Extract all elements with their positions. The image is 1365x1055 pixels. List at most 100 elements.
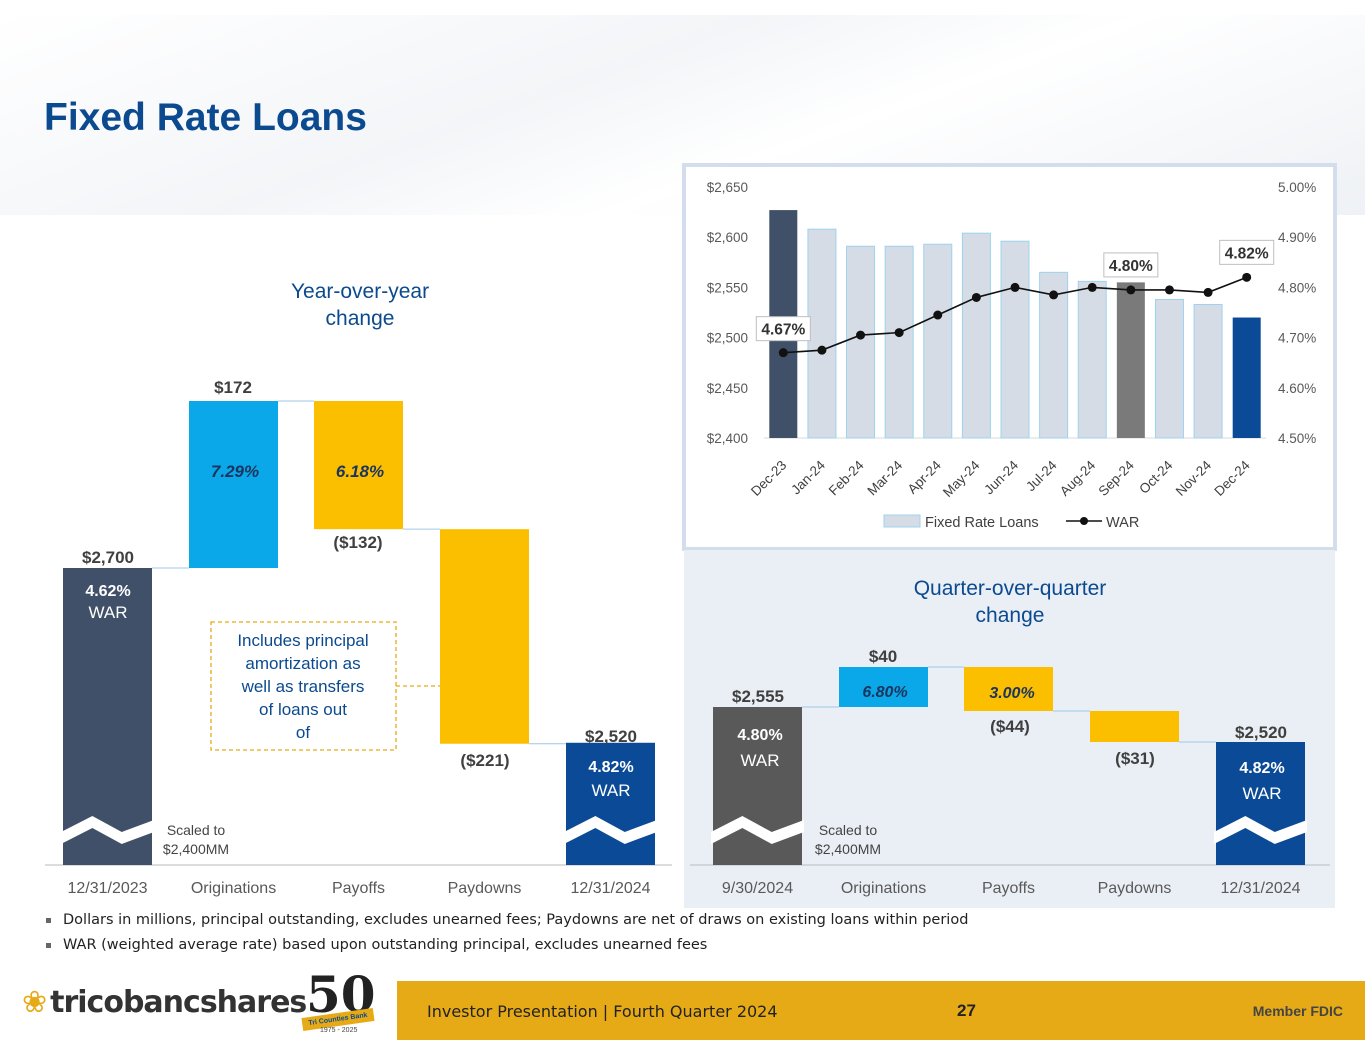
- qoq-rate: 6.80%: [862, 684, 907, 701]
- yoy-bar-1: [189, 401, 278, 568]
- yoy-war: WAR: [591, 781, 630, 800]
- yoy-callout-line: amortization as: [245, 654, 360, 673]
- page-number: 27: [957, 1001, 976, 1020]
- legend-bar-swatch: [883, 514, 921, 528]
- qoq-label: $2,520: [1235, 723, 1287, 742]
- yoy-label: $172: [214, 378, 252, 397]
- war-point: [1203, 287, 1213, 297]
- qoq-rate: 3.00%: [989, 685, 1034, 702]
- yoy-callout-line: of loans out: [259, 700, 347, 719]
- legend-line-marker: [1080, 517, 1088, 525]
- yoy-xtick: Payoffs: [332, 880, 385, 897]
- yoy-rate: 7.29%: [211, 462, 259, 481]
- yoy-rate: 4.62%: [85, 583, 130, 600]
- war-point-label-box: [1103, 252, 1159, 278]
- war-point: [856, 330, 866, 340]
- legend-line-label: WAR: [1106, 515, 1139, 531]
- war-point: [1164, 285, 1174, 295]
- yoy-rate: 4.82%: [588, 759, 633, 776]
- monthly-ytick: $2,650: [707, 180, 748, 195]
- wheat-icon: ❀: [22, 985, 47, 1020]
- war-point: [1010, 282, 1020, 292]
- yoy-bar-4: [566, 742, 655, 865]
- footnote-2: WAR (weighted average rate) based upon o…: [44, 937, 968, 953]
- yoy-callout-line: of: [296, 723, 310, 742]
- monthly-y2tick: 4.90%: [1278, 230, 1316, 245]
- war-point: [778, 348, 788, 358]
- qoq-scale-note: Scaled to: [819, 822, 878, 838]
- qoq-bar-3: [1090, 711, 1179, 742]
- war-point: [1087, 282, 1097, 292]
- yoy-title: Year-over-year: [291, 280, 429, 303]
- monthly-y2tick: 4.60%: [1278, 381, 1316, 396]
- yoy-xtick: 12/31/2024: [570, 880, 650, 897]
- monthly-y2tick: 4.70%: [1278, 331, 1316, 346]
- war-point: [817, 345, 827, 355]
- monthly-bar: [1039, 271, 1069, 439]
- war-point: [1242, 272, 1252, 282]
- war-point-label-box: [1219, 239, 1275, 265]
- qoq-bar-0: [713, 707, 802, 865]
- page-title: Fixed Rate Loans: [44, 96, 367, 139]
- yoy-scale-note: $2,400MM: [163, 841, 229, 857]
- qoq-label: $40: [869, 647, 897, 666]
- qoq-xtick: Originations: [841, 880, 926, 897]
- war-point-label: 4.82%: [1225, 245, 1269, 262]
- yoy-scale-break: [61, 816, 154, 844]
- qoq-xtick: 9/30/2024: [722, 880, 793, 897]
- qoq-scale-break: [711, 816, 804, 844]
- war-point: [971, 292, 981, 302]
- monthly-y2tick: 5.00%: [1278, 180, 1316, 195]
- monthly-bar: [807, 228, 837, 439]
- qoq-scale-break: [1214, 816, 1307, 844]
- anniversary-years: 1975 - 2025: [320, 1027, 358, 1034]
- yoy-label: $2,700: [82, 548, 134, 567]
- qoq-scale-note: $2,400MM: [815, 841, 881, 857]
- qoq-title: Quarter-over-quarter: [914, 577, 1107, 600]
- war-point-label-box: [755, 316, 811, 342]
- yoy-bar-0: [63, 568, 152, 865]
- qoq-war: WAR: [740, 751, 779, 770]
- monthly-ytick: $2,500: [707, 331, 748, 346]
- monthly-bar: [923, 243, 953, 439]
- yoy-rate: 6.18%: [336, 462, 384, 481]
- qoq-rate: 4.82%: [1239, 760, 1284, 777]
- anniversary-logo: 50 Tri Counties Bank 1975 - 2025: [300, 965, 380, 1037]
- monthly-ytick: $2,550: [707, 280, 748, 295]
- monthly-ytick: $2,600: [707, 230, 748, 245]
- qoq-bar-4: [1216, 742, 1305, 865]
- yoy-callout-line: Includes principal: [237, 631, 368, 650]
- legend-bar-label: Fixed Rate Loans: [925, 515, 1039, 531]
- yoy-bar-3: [440, 529, 529, 744]
- monthly-bar: [846, 245, 876, 439]
- qoq-war: WAR: [1242, 784, 1281, 803]
- war-point: [933, 310, 943, 320]
- yoy-scale-note: Scaled to: [167, 822, 226, 838]
- footnote-1: Dollars in millions, principal outstandi…: [44, 912, 968, 928]
- qoq-xtick: 12/31/2024: [1220, 880, 1300, 897]
- monthly-bar: [1193, 303, 1223, 439]
- tricobancshares-logo: ❀ tricobancshares: [22, 985, 307, 1020]
- qoq-bar-1: [839, 667, 928, 707]
- qoq-label: ($44): [990, 717, 1030, 736]
- war-point: [894, 328, 904, 338]
- monthly-bar: [1154, 298, 1184, 439]
- qoq-label: ($31): [1115, 749, 1155, 768]
- monthly-y2tick: 4.80%: [1278, 280, 1316, 295]
- qoq-xtick: Payoffs: [982, 880, 1035, 897]
- monthly-bar: [1077, 280, 1107, 439]
- yoy-xtick: Originations: [191, 880, 276, 897]
- logo-text: tricobancshares: [50, 985, 307, 1020]
- yoy-label: ($132): [333, 533, 382, 552]
- monthly-bar: [1000, 240, 1030, 439]
- yoy-label: ($221): [460, 751, 509, 770]
- yoy-title: change: [326, 307, 395, 330]
- yoy-bar-2: [314, 401, 403, 530]
- qoq-label: $2,555: [732, 687, 784, 706]
- monthly-ytick: $2,450: [707, 381, 748, 396]
- qoq-xtick: Paydowns: [1098, 880, 1172, 897]
- monthly-bar: [1232, 317, 1261, 438]
- war-point-label: 4.80%: [1109, 258, 1153, 275]
- qoq-bar-2: [964, 667, 1053, 711]
